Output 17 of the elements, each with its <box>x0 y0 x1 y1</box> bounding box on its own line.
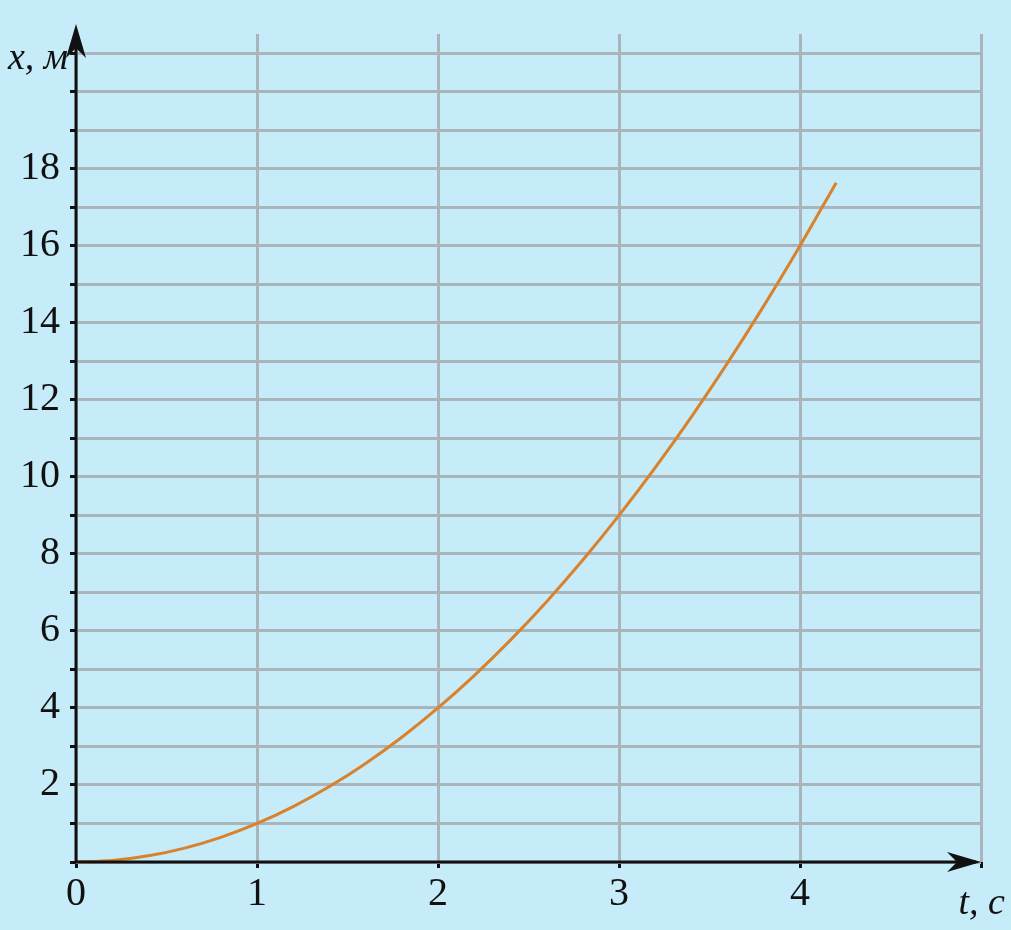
y-tick-label: 12 <box>20 374 60 420</box>
x-tick-label: 2 <box>428 868 448 914</box>
line-series <box>76 181 838 862</box>
y-tick-label: 6 <box>40 605 60 651</box>
y-tick-label: 10 <box>20 451 60 497</box>
y-tick-label: 2 <box>40 759 60 805</box>
y-tick-label: 16 <box>20 220 60 266</box>
y-tick-label: 4 <box>40 682 60 728</box>
y-tick-label: 18 <box>20 143 60 189</box>
x-tick-label: 0 <box>66 868 86 914</box>
x-axis-title: t, с <box>958 880 1006 922</box>
x-tick-label: 4 <box>790 868 810 914</box>
y-tick-label: 8 <box>40 528 60 574</box>
x-tick-label: 3 <box>609 868 629 914</box>
y-axis-title: x, м <box>6 35 68 77</box>
x-tick-label: 1 <box>247 868 267 914</box>
y-tick-label: 14 <box>20 297 60 343</box>
